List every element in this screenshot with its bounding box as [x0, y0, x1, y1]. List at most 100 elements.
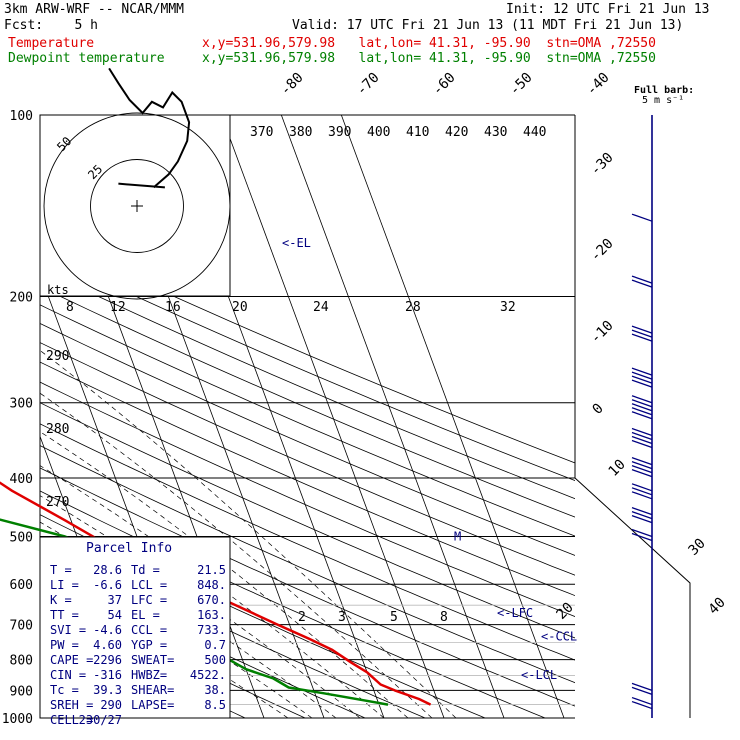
level-annotation: M	[454, 529, 461, 543]
parcel-info-value: 2296	[93, 653, 122, 667]
mixing-ratio-label: 12	[110, 300, 126, 315]
parcel-info-label: LAPSE=	[131, 698, 174, 712]
wind-barb	[631, 682, 653, 692]
parcel-info-label: YGP =	[131, 638, 167, 652]
parcel-info-value: 290	[100, 698, 122, 712]
wind-barb	[631, 279, 653, 288]
parcel-info-label: HWBZ=	[131, 668, 167, 682]
wind-barb	[631, 483, 653, 492]
level-annotation: <-CCL	[541, 630, 577, 644]
pressure-tick-label: 400	[10, 472, 33, 487]
parcel-info-label: LFC =	[131, 593, 167, 607]
isotherm-label: 40	[706, 595, 729, 618]
parcel-info-value: 0.7	[204, 638, 226, 652]
wind-barb	[631, 213, 653, 222]
isotherm-label: -70	[354, 70, 383, 99]
isotherm-label: -50	[507, 70, 536, 99]
parcel-info-value: 28.6	[93, 563, 122, 577]
theta-label: 440	[523, 125, 546, 140]
theta-label: 420	[445, 125, 468, 140]
moist-adiabat-line	[40, 465, 385, 718]
mixing-ratio-label: 24	[313, 300, 329, 315]
wind-barb	[631, 275, 653, 284]
isotherm-label: -20	[588, 236, 617, 265]
parcel-info-value: 38.	[204, 683, 226, 697]
parcel-info-label: TT =	[50, 608, 79, 622]
wind-barb	[631, 379, 653, 388]
model-title: 3km ARW-WRF -- NCAR/MMM	[4, 2, 185, 17]
dry-adiabat-line	[40, 402, 575, 639]
wind-barb	[631, 395, 653, 404]
wind-barb	[631, 515, 653, 524]
hodograph-trace	[108, 67, 191, 189]
wind-barb	[631, 403, 653, 412]
mixing-ratio-label: 3	[338, 610, 346, 625]
parcel-info-value: 500	[204, 653, 226, 667]
parcel-info-value: 4522.	[190, 668, 226, 682]
theta-label: 370	[250, 125, 273, 140]
parcel-info-title: Parcel Info	[86, 541, 172, 556]
wind-barb	[631, 456, 653, 466]
parcel-info-value: -316	[93, 668, 122, 682]
wind-barb	[631, 460, 653, 470]
parcel-info-value: 163.	[197, 608, 226, 622]
dry-adiabat-line	[40, 234, 575, 464]
isotherm-label: 30	[686, 536, 709, 559]
forecast-hour: Fcst: 5 h	[4, 18, 98, 33]
theta-label: 430	[484, 125, 507, 140]
wind-barb	[631, 371, 653, 380]
wind-barb	[631, 435, 653, 445]
wind-barb	[631, 528, 653, 538]
wind-barb	[631, 407, 653, 416]
pressure-tick-label: 500	[10, 530, 33, 545]
wind-barb	[631, 333, 653, 342]
parcel-info-label: SHEAR=	[131, 683, 174, 697]
parcel-info-box	[39, 536, 231, 719]
parcel-info-label: PW =	[50, 638, 79, 652]
parcel-info-label: LCL =	[131, 578, 167, 592]
parcel-info-label: K =	[50, 593, 72, 607]
parcel-info-label: EL =	[131, 608, 160, 622]
moist-adiabat-line	[40, 350, 457, 718]
hodograph-ring	[90, 159, 184, 253]
dry-adiabat-line	[40, 268, 575, 500]
mixing-ratio-label: 8	[66, 300, 74, 315]
init-time: Init: 12 UTC Fri 21 Jun 13	[506, 2, 710, 17]
theta-e-label: 270	[46, 495, 69, 510]
dry-adiabat-line	[40, 323, 575, 556]
parcel-info-label: SREH =	[50, 698, 93, 712]
parcel-info-label: CIN =	[50, 668, 86, 682]
parcel-info-value: 8.5	[204, 698, 226, 712]
isotherm-line	[280, 115, 505, 718]
mixing-ratio-label: 32	[500, 300, 516, 315]
barb-legend-units: 5 m s⁻¹	[642, 95, 684, 106]
pressure-tick-label: 200	[10, 291, 33, 306]
parcel-info-label: Tc =	[50, 683, 79, 697]
wind-barb	[631, 431, 653, 441]
isotherm-line	[220, 115, 445, 718]
parcel-info-value: 230/27	[79, 713, 122, 727]
wind-barb	[631, 491, 653, 500]
hodograph-ring	[43, 112, 231, 300]
mixing-ratio-label: 20	[232, 300, 248, 315]
level-annotation: <-LCL	[521, 668, 557, 682]
isotherm-label: -10	[588, 318, 617, 347]
wind-barb	[631, 325, 653, 334]
isotherm-line	[340, 115, 565, 718]
pressure-tick-label: 800	[10, 654, 33, 669]
wind-barb	[631, 427, 653, 437]
wind-barb	[631, 468, 653, 478]
temperature-legend-info: x,y=531.96,579.98 lat,lon= 41.31, -95.90…	[202, 36, 656, 51]
theta-e-label: 280	[46, 422, 69, 437]
parcel-info-label: CAPE =	[50, 653, 93, 667]
mixing-ratio-label: 5	[390, 610, 398, 625]
theta-label: 390	[328, 125, 351, 140]
level-annotation: <-LFC	[497, 606, 533, 620]
parcel-info-label: CCL =	[131, 623, 167, 637]
pressure-tick-label: 300	[10, 397, 33, 412]
wind-barb	[631, 700, 653, 710]
parcel-info-value: 39.3	[93, 683, 122, 697]
wind-barb	[631, 511, 653, 520]
isotherm-label: -30	[588, 150, 617, 179]
